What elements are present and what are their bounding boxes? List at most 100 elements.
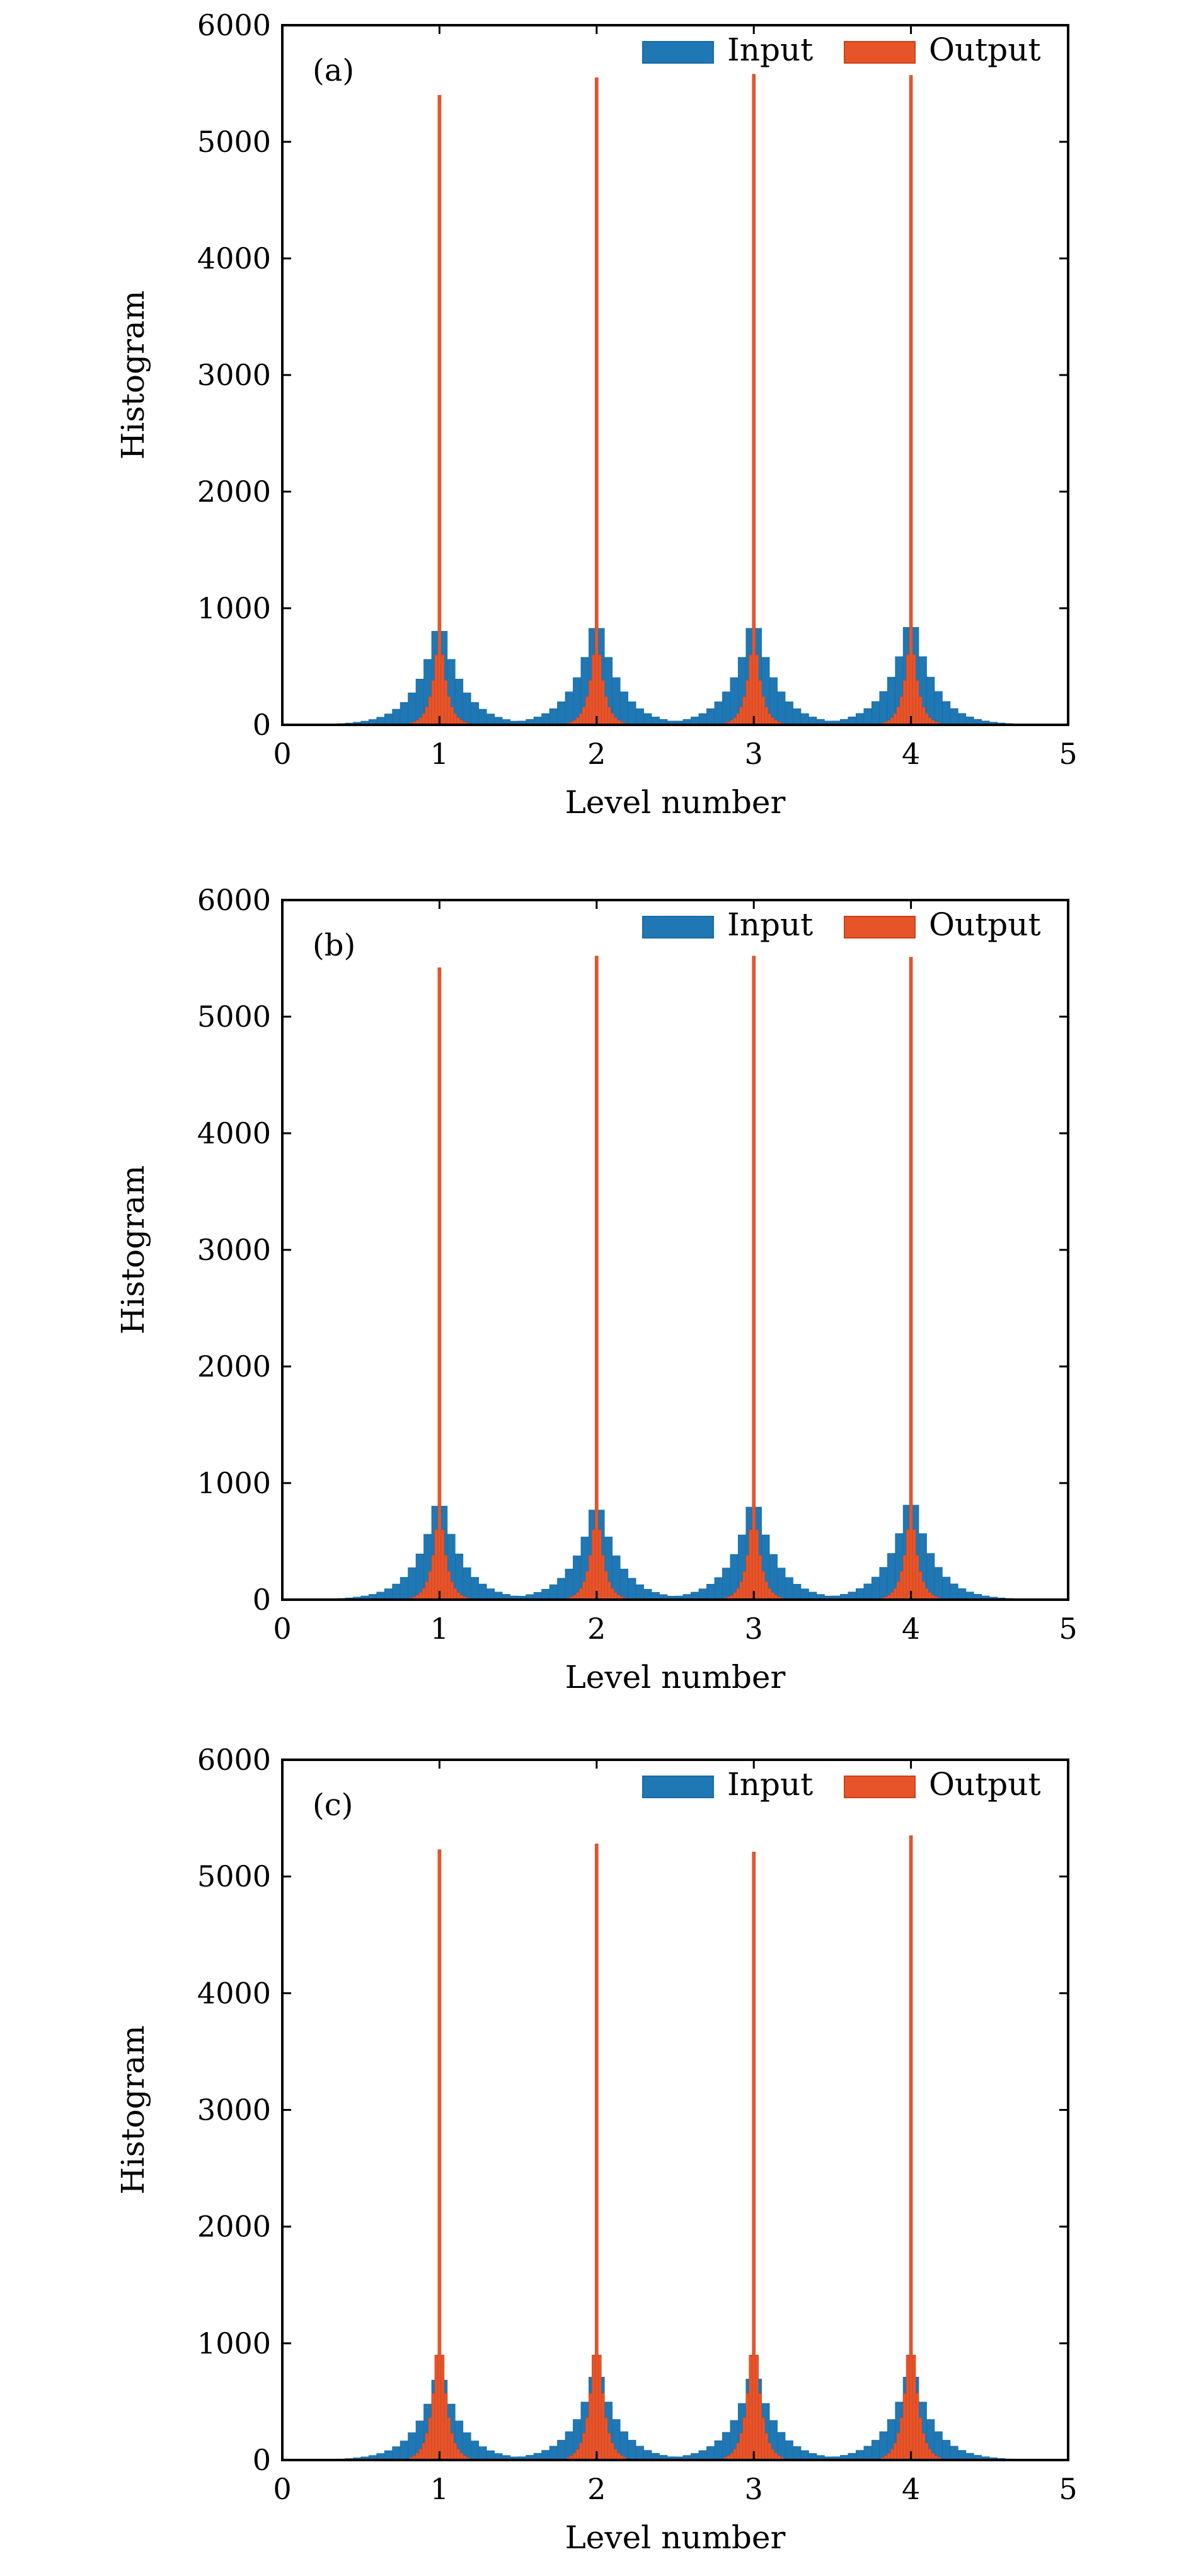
output-bar bbox=[422, 1588, 426, 1600]
input-bar bbox=[408, 1567, 417, 1600]
output-bar bbox=[758, 1555, 762, 1600]
output-bar bbox=[764, 2433, 768, 2461]
input-bar bbox=[541, 713, 550, 725]
output-bar bbox=[896, 707, 900, 725]
output-bar bbox=[456, 2449, 461, 2461]
output-bar bbox=[582, 1581, 586, 1600]
input-bar bbox=[958, 713, 967, 725]
x-tick-label: 3 bbox=[745, 2472, 763, 2506]
output-bar bbox=[733, 2449, 737, 2461]
input-bar bbox=[793, 1584, 802, 1600]
input-bar bbox=[706, 1584, 715, 1600]
output-bar bbox=[928, 2449, 932, 2461]
output-bar bbox=[597, 2355, 602, 2461]
output-bar bbox=[893, 1588, 897, 1600]
output-bar bbox=[604, 2417, 608, 2461]
input-bar bbox=[706, 2446, 715, 2461]
output-bar bbox=[749, 2355, 753, 2461]
input-bar bbox=[643, 713, 652, 725]
y-tick-label: 5000 bbox=[197, 125, 271, 159]
panel-label: (a) bbox=[313, 53, 354, 88]
output-bar bbox=[447, 2417, 451, 2461]
legend: Input Output bbox=[642, 906, 1041, 943]
input-bar bbox=[478, 2446, 487, 2461]
output-bar bbox=[595, 956, 599, 1600]
y-axis-title: Histogram bbox=[115, 291, 151, 460]
output-bar bbox=[444, 680, 448, 725]
x-tick-label: 5 bbox=[1059, 2472, 1077, 2506]
output-bar bbox=[899, 2417, 904, 2461]
input-bar bbox=[698, 713, 707, 725]
x-tick-label: 5 bbox=[1059, 1612, 1077, 1646]
legend-swatch-input bbox=[642, 1776, 714, 1798]
output-bar bbox=[739, 1581, 744, 1600]
chart-panel-3: 0 1 2 3 4 5 0 1000 2000 3000 4000 5000 6000 Level num… bbox=[115, 1743, 1078, 2556]
y-tick-label: 6000 bbox=[197, 1743, 271, 1777]
output-bar bbox=[585, 2417, 589, 2461]
y-tick-label: 2000 bbox=[197, 1349, 271, 1383]
output-bar bbox=[764, 1581, 768, 1600]
input-bar bbox=[785, 1577, 793, 1600]
legend-swatch-output bbox=[844, 41, 916, 64]
output-bar bbox=[912, 654, 916, 725]
input-bar bbox=[722, 691, 731, 725]
input-bar bbox=[635, 2446, 644, 2461]
output-bar bbox=[761, 2417, 765, 2461]
output-bar bbox=[589, 2393, 592, 2461]
panel-label: (b) bbox=[313, 928, 355, 963]
input-bar bbox=[557, 1578, 566, 1600]
x-axis-title: Level number bbox=[565, 1659, 786, 1695]
output-bar bbox=[592, 654, 596, 725]
output-bar bbox=[601, 680, 605, 725]
x-tick-label: 1 bbox=[430, 737, 449, 771]
output-bar bbox=[915, 2393, 919, 2461]
input-bar bbox=[934, 1567, 943, 1600]
output-bar bbox=[736, 1588, 740, 1600]
output-bar bbox=[604, 1571, 608, 1600]
y-tick-label: 4000 bbox=[197, 241, 271, 275]
output-bar bbox=[902, 680, 907, 725]
output-bar bbox=[921, 707, 926, 725]
input-bar bbox=[478, 1583, 487, 1600]
output-bar bbox=[428, 2417, 432, 2461]
input-bar bbox=[400, 2440, 408, 2461]
input-bar bbox=[557, 701, 566, 725]
legend-label-input: Input bbox=[727, 32, 813, 68]
input-bar bbox=[942, 2440, 951, 2461]
input-bar bbox=[643, 1588, 652, 1600]
axes-frame bbox=[281, 899, 1069, 1601]
input-bar bbox=[392, 1583, 401, 1600]
input-bar bbox=[486, 713, 495, 725]
output-bar bbox=[425, 1581, 429, 1600]
input-bar bbox=[384, 713, 393, 725]
input-bar bbox=[785, 701, 793, 725]
axes-frame bbox=[281, 1759, 1069, 2461]
output-bar bbox=[437, 967, 442, 1600]
y-axis-title: Histogram bbox=[115, 2025, 151, 2195]
output-bar bbox=[768, 1588, 771, 1600]
input-bar bbox=[549, 2446, 558, 2461]
input-bar bbox=[470, 702, 480, 725]
output-bar bbox=[440, 2355, 445, 2461]
output-bar bbox=[768, 2442, 771, 2461]
x-tick-label: 3 bbox=[745, 1612, 763, 1646]
input-bar bbox=[777, 1568, 786, 1600]
output-bar bbox=[896, 2433, 900, 2461]
x-tick-label: 0 bbox=[273, 1612, 291, 1646]
output-bar bbox=[921, 1581, 926, 1600]
x-tick-label: 4 bbox=[902, 1612, 920, 1646]
output-bar bbox=[752, 74, 756, 725]
input-bar bbox=[400, 1577, 408, 1600]
output-bar bbox=[742, 696, 747, 725]
output-bar bbox=[453, 713, 457, 725]
y-tick-label: 0 bbox=[253, 2443, 271, 2477]
input-bar bbox=[934, 691, 943, 725]
input-bar bbox=[384, 1588, 393, 1600]
output-bar bbox=[589, 1555, 592, 1600]
input-bar bbox=[486, 2450, 495, 2461]
legend-label-output: Output bbox=[929, 32, 1041, 68]
output-bar bbox=[899, 1571, 904, 1600]
legend-swatch-output bbox=[844, 1776, 916, 1798]
output-bar bbox=[761, 1571, 765, 1600]
